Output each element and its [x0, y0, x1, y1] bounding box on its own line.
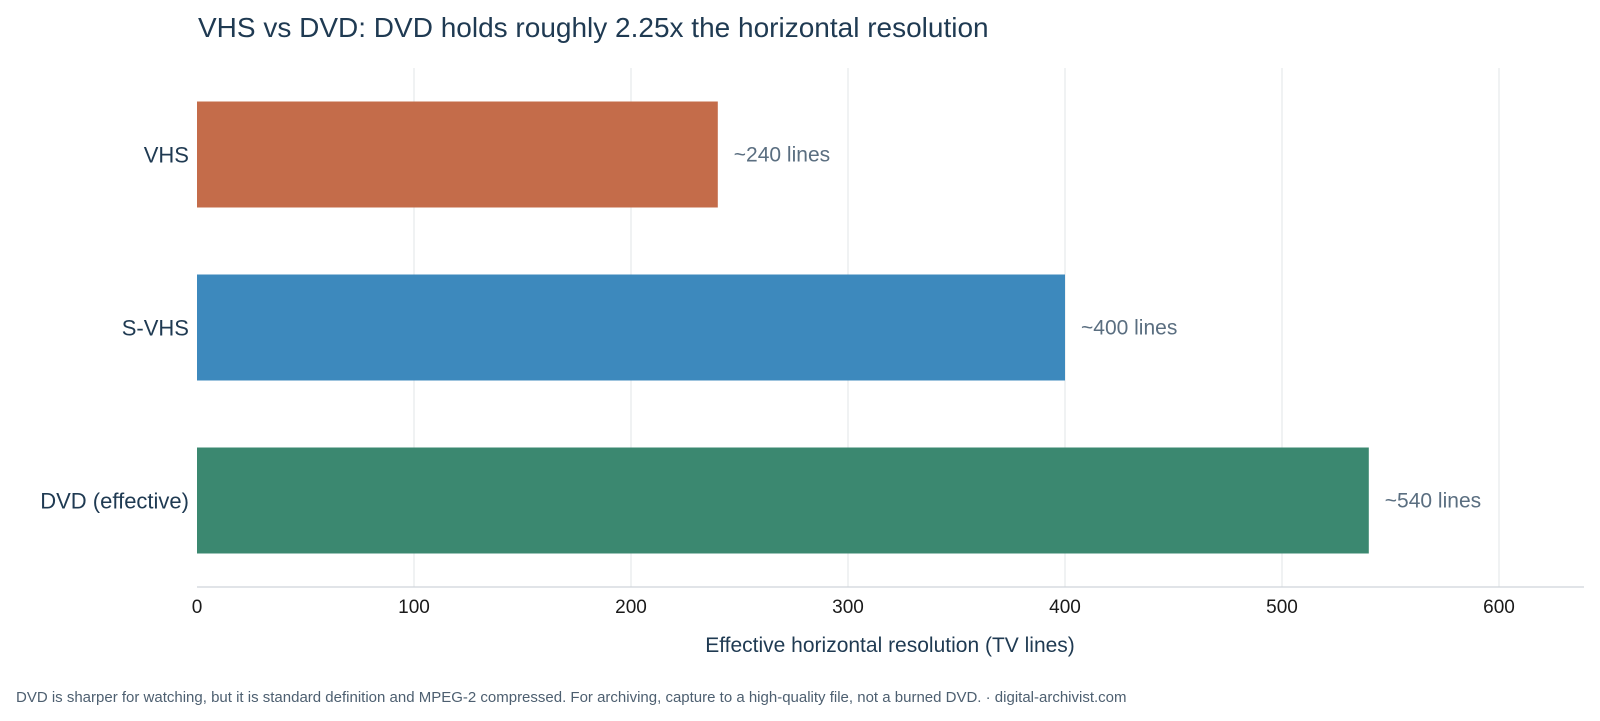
ticks-layer: 0 100 200 300 400 500 600	[192, 597, 1515, 618]
labels-layer: VHS ~240 lines S-VHS ~400 lines DVD (effecti…	[40, 143, 1481, 514]
x-tick-label-400: 400	[1049, 597, 1081, 618]
bar-dvd-effective	[197, 447, 1369, 554]
footnote: DVD is sharper for watching, but it is s…	[16, 689, 1127, 706]
data-label-dvd-effective: ~540 lines	[1385, 490, 1481, 513]
data-label-vhs: ~240 lines	[734, 144, 830, 167]
category-label-vhs: VHS	[144, 143, 189, 168]
bar-vhs	[197, 101, 718, 208]
data-label-s-vhs: ~400 lines	[1081, 317, 1177, 340]
bar-s-vhs	[197, 274, 1065, 381]
x-tick-label-100: 100	[398, 597, 430, 618]
x-tick-label-0: 0	[192, 597, 203, 618]
x-axis-title: Effective horizontal resolution (TV line…	[705, 634, 1075, 657]
x-tick-label-600: 600	[1483, 597, 1515, 618]
category-label-dvd-effective: DVD (effective)	[40, 489, 189, 514]
x-tick-label-300: 300	[832, 597, 864, 618]
bars-layer	[197, 101, 1369, 554]
chart-title: VHS vs DVD: DVD holds roughly 2.25x the …	[198, 12, 989, 43]
category-label-s-vhs: S-VHS	[122, 316, 189, 341]
x-tick-label-500: 500	[1266, 597, 1298, 618]
x-tick-label-200: 200	[615, 597, 647, 618]
